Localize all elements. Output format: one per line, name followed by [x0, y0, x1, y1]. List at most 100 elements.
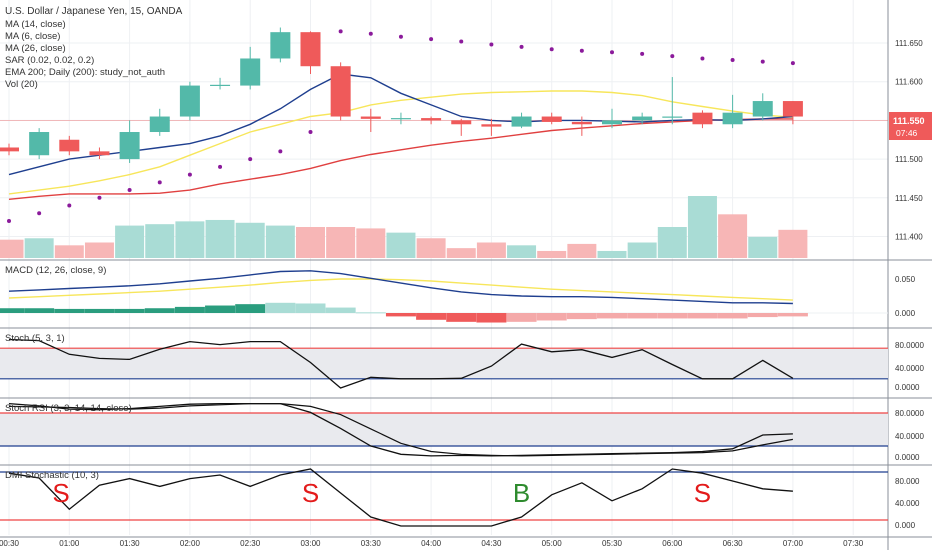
macd-hist-bar: [295, 303, 326, 313]
sar-dot: [459, 39, 464, 44]
macd-label[interactable]: MACD (12, 26, close, 9): [5, 265, 106, 276]
candle-body: [89, 151, 110, 156]
x-tick-label: 07:30: [843, 539, 864, 548]
candle-body: [571, 121, 592, 125]
sar-dot: [278, 149, 283, 154]
volume-bar: [476, 242, 506, 258]
macd-hist-bar: [506, 313, 537, 322]
dmi-tick-40: 40.000: [895, 499, 920, 508]
volume-bar: [416, 238, 446, 258]
x-tick-label: 05:00: [542, 539, 563, 548]
candle-body: [451, 120, 472, 125]
macd-line: [8, 270, 793, 305]
sar-dot: [610, 50, 614, 55]
macd-hist-bar: [687, 313, 718, 319]
x-tick-label: 01:00: [59, 539, 80, 548]
y-tick-label: 111.500: [895, 155, 923, 164]
sar-dot: [790, 61, 795, 66]
candle-body: [421, 118, 442, 121]
candle-body: [602, 120, 622, 125]
candle-body: [481, 124, 502, 127]
price-badge: 111.550 07:46: [889, 112, 932, 140]
candle-body: [662, 116, 683, 118]
x-tick-label: 06:00: [662, 539, 683, 548]
volume-bar: [296, 227, 325, 258]
volume-bar: [54, 245, 84, 258]
candle-body: [29, 132, 50, 156]
ma26-line: [8, 118, 793, 200]
legend-sar[interactable]: SAR (0.02, 0.02, 0.2): [5, 55, 94, 66]
legend-ma6[interactable]: MA (6, close): [5, 31, 60, 42]
macd-hist-bar: [597, 313, 627, 319]
volume-bar: [145, 224, 175, 258]
sar-dot: [670, 54, 675, 59]
candle-body: [782, 101, 803, 117]
macd-hist-bar: [325, 307, 356, 313]
legend-volume[interactable]: Vol (20): [5, 79, 38, 90]
macd-hist-bar: [566, 313, 597, 320]
volume-bar: [326, 227, 356, 258]
volume-bar: [24, 238, 54, 258]
macd-hist-bar: [385, 313, 416, 317]
candle-body: [752, 101, 773, 117]
volume-bar: [567, 243, 597, 258]
y-tick-label: 111.400: [895, 233, 923, 242]
x-tick-label: 00:30: [0, 539, 20, 548]
volume-bar: [778, 229, 808, 258]
current-price: 111.550: [893, 116, 925, 126]
stoch_rsi-band-fill: [0, 413, 888, 446]
sar-dot: [398, 34, 403, 39]
sar-dot: [127, 188, 132, 193]
grid: [0, 0, 888, 535]
legend-ema200[interactable]: EMA 200; Daily (200): study_not_auth: [5, 67, 165, 78]
volume-bar: [265, 225, 295, 258]
volume-bar: [84, 242, 114, 258]
volume-bar: [115, 225, 145, 258]
macd-hist-bar: [536, 313, 567, 321]
sar-dot: [97, 195, 102, 200]
volume-bar: [386, 232, 416, 258]
candle-body: [270, 32, 291, 59]
x-tick-label: 02:00: [180, 539, 201, 548]
stoch-rsi-label[interactable]: Stoch RSI (3, 3, 14, 14, close): [5, 403, 132, 414]
candle-body: [541, 116, 562, 122]
y-tick-label: 111.650: [895, 39, 923, 48]
ma6-line: [8, 90, 793, 195]
x-tick-label: 04:00: [421, 539, 442, 548]
macd-hist-bar: [265, 302, 296, 313]
macd-hist-bar: [777, 313, 808, 317]
dmi-tick-80: 80.000: [895, 477, 920, 486]
macd-hist-bar: [355, 312, 386, 314]
sar-dot: [248, 157, 253, 162]
stoch-band-fill: [0, 348, 888, 379]
sar-dot: [67, 203, 72, 208]
volume-bar: [687, 196, 717, 258]
price-badge-bg: [889, 112, 932, 140]
candle-body: [722, 112, 743, 125]
stoch-rsi-tick-80: 80.0000: [895, 409, 924, 418]
candle-body: [240, 58, 261, 86]
sar-dot: [519, 44, 524, 49]
legend-ma26[interactable]: MA (26, close): [5, 43, 66, 54]
stoch-label[interactable]: Stoch (5, 3, 1): [5, 333, 65, 344]
macd-hist-bar: [717, 313, 748, 319]
macd-hist-bar: [627, 313, 658, 319]
x-tick-label: 02:30: [240, 539, 261, 548]
stoch-rsi-tick-40: 40.0000: [895, 432, 924, 441]
dmi-label[interactable]: DMI Stochastic (10, 3): [5, 470, 99, 481]
stoch-k-line: [8, 338, 794, 389]
legend-ma14[interactable]: MA (14, close): [5, 19, 66, 30]
stoch-tick-80: 80.0000: [895, 341, 924, 350]
candle-body: [119, 132, 140, 160]
dmi-line: [8, 468, 793, 527]
sar-dot: [700, 56, 705, 61]
sar-dot: [187, 172, 192, 177]
sar-dot: [489, 42, 494, 47]
candle-body: [179, 85, 200, 117]
ma14-line: [8, 73, 793, 176]
sar-dot: [640, 51, 645, 56]
symbol-title: U.S. Dollar / Japanese Yen, 15, OANDA: [5, 6, 183, 17]
sar-dot: [579, 48, 584, 53]
